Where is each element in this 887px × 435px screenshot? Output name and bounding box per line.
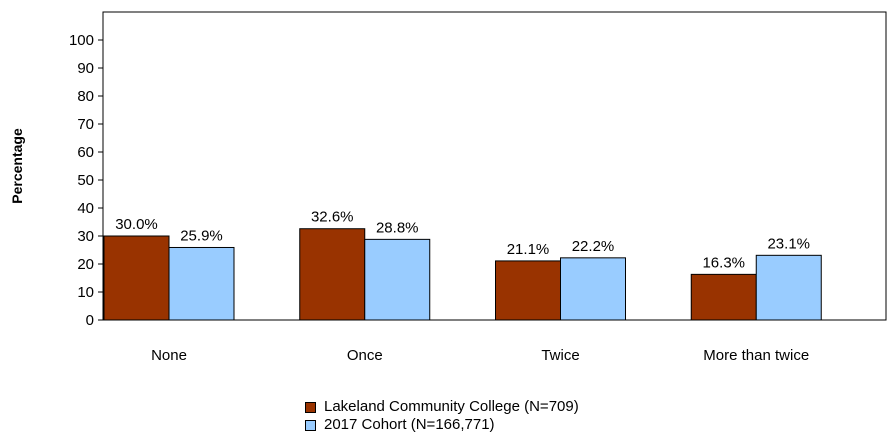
- y-tick-label-10: 10: [77, 284, 94, 301]
- x-category-label-once: Once: [347, 347, 383, 364]
- y-tick-label-70: 70: [77, 116, 94, 133]
- legend-label-series-1: Lakeland Community College (N=709): [324, 398, 579, 415]
- legend-item-series-1: Lakeland Community College (N=709): [305, 398, 579, 416]
- y-tick-label-40: 40: [77, 200, 94, 217]
- y-tick-label-80: 80: [77, 88, 94, 105]
- y-tick-label-30: 30: [77, 228, 94, 245]
- data-label-series-2-once: 28.8%: [376, 219, 419, 236]
- y-tick-label-50: 50: [77, 172, 94, 189]
- y-axis-title: Percentage: [9, 128, 25, 204]
- plot-area-frame: [102, 11, 887, 321]
- data-label-series-2-twice: 22.2%: [572, 238, 615, 255]
- bar-series-1-once: [299, 228, 366, 321]
- y-tick-label-60: 60: [77, 144, 94, 161]
- y-tick-label-0: 0: [86, 312, 94, 329]
- y-tick-label-100: 100: [69, 32, 94, 49]
- bar-series-2-once: [364, 238, 431, 321]
- data-label-series-1-once: 32.6%: [311, 209, 354, 226]
- legend-swatch-series-2: [305, 419, 316, 431]
- data-label-series-1-none: 30.0%: [115, 216, 158, 233]
- x-category-label-none: None: [151, 347, 187, 364]
- legend-swatch-series-1: [305, 401, 316, 413]
- bar-series-2-twice: [560, 257, 626, 321]
- y-tick-label-90: 90: [77, 60, 94, 77]
- bar-series-2-none: [168, 246, 235, 321]
- x-category-label-more-than-twice: More than twice: [703, 347, 809, 364]
- legend: Lakeland Community College (N=709) 2017 …: [305, 398, 579, 434]
- data-label-series-1-more-than-twice: 16.3%: [702, 254, 745, 271]
- data-label-series-2-more-than-twice: 23.1%: [767, 235, 810, 252]
- legend-item-series-2: 2017 Cohort (N=166,771): [305, 416, 579, 434]
- bar-series-1-twice: [495, 260, 561, 321]
- y-tick-label-20: 20: [77, 256, 94, 273]
- x-category-label-twice: Twice: [541, 347, 579, 364]
- data-label-series-1-twice: 21.1%: [507, 241, 550, 258]
- bar-series-2-more-than-twice: [755, 254, 822, 321]
- bar-chart: 0 10 20 30 40 50 60 70 80 90 100 30.0% 25.9% 32.6% 28…: [9, 11, 887, 364]
- bar-series-1-more-than-twice: [690, 273, 757, 321]
- data-label-series-2-none: 25.9%: [180, 227, 223, 244]
- legend-label-series-2: 2017 Cohort (N=166,771): [324, 416, 495, 433]
- bar-series-1-none: [103, 235, 170, 321]
